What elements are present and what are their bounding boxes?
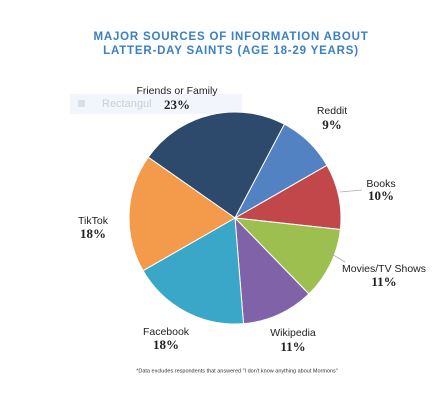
slice-label: Movies/TV Shows bbox=[342, 263, 426, 275]
leader-line bbox=[339, 189, 363, 193]
footnote: *Data excludes respondents that answered… bbox=[136, 368, 338, 374]
slice-label: Friends or Family bbox=[136, 85, 218, 97]
leader-line bbox=[324, 249, 346, 263]
pie-slice bbox=[234, 216, 310, 325]
overlay-label: Rectangul bbox=[102, 98, 152, 110]
pie-slice bbox=[128, 156, 236, 272]
pie-slice bbox=[147, 111, 286, 219]
chart-title: LATTER-DAY SAINTS (AGE 18-29 YEARS) bbox=[103, 45, 359, 57]
value-label: 11% bbox=[371, 274, 396, 289]
pie-slice bbox=[142, 217, 245, 325]
value-label: 11% bbox=[280, 339, 305, 354]
value-label: 23% bbox=[164, 97, 190, 112]
value-label: 10% bbox=[368, 188, 394, 203]
overlay-icon bbox=[78, 100, 85, 107]
overlay-box bbox=[70, 94, 242, 114]
pie-slice bbox=[233, 217, 341, 295]
slice-label: Facebook bbox=[143, 326, 190, 338]
value-label: 18% bbox=[80, 226, 106, 241]
value-label: 9% bbox=[322, 117, 342, 132]
chart-title: MAJOR SOURCES OF INFORMATION ABOUT bbox=[93, 31, 368, 43]
value-label: 18% bbox=[153, 337, 179, 352]
slice-label: Books bbox=[366, 178, 395, 190]
slice-label: Reddit bbox=[317, 105, 347, 117]
slice-label: Wikipedia bbox=[270, 327, 316, 339]
slice-label: TikTok bbox=[78, 215, 109, 227]
